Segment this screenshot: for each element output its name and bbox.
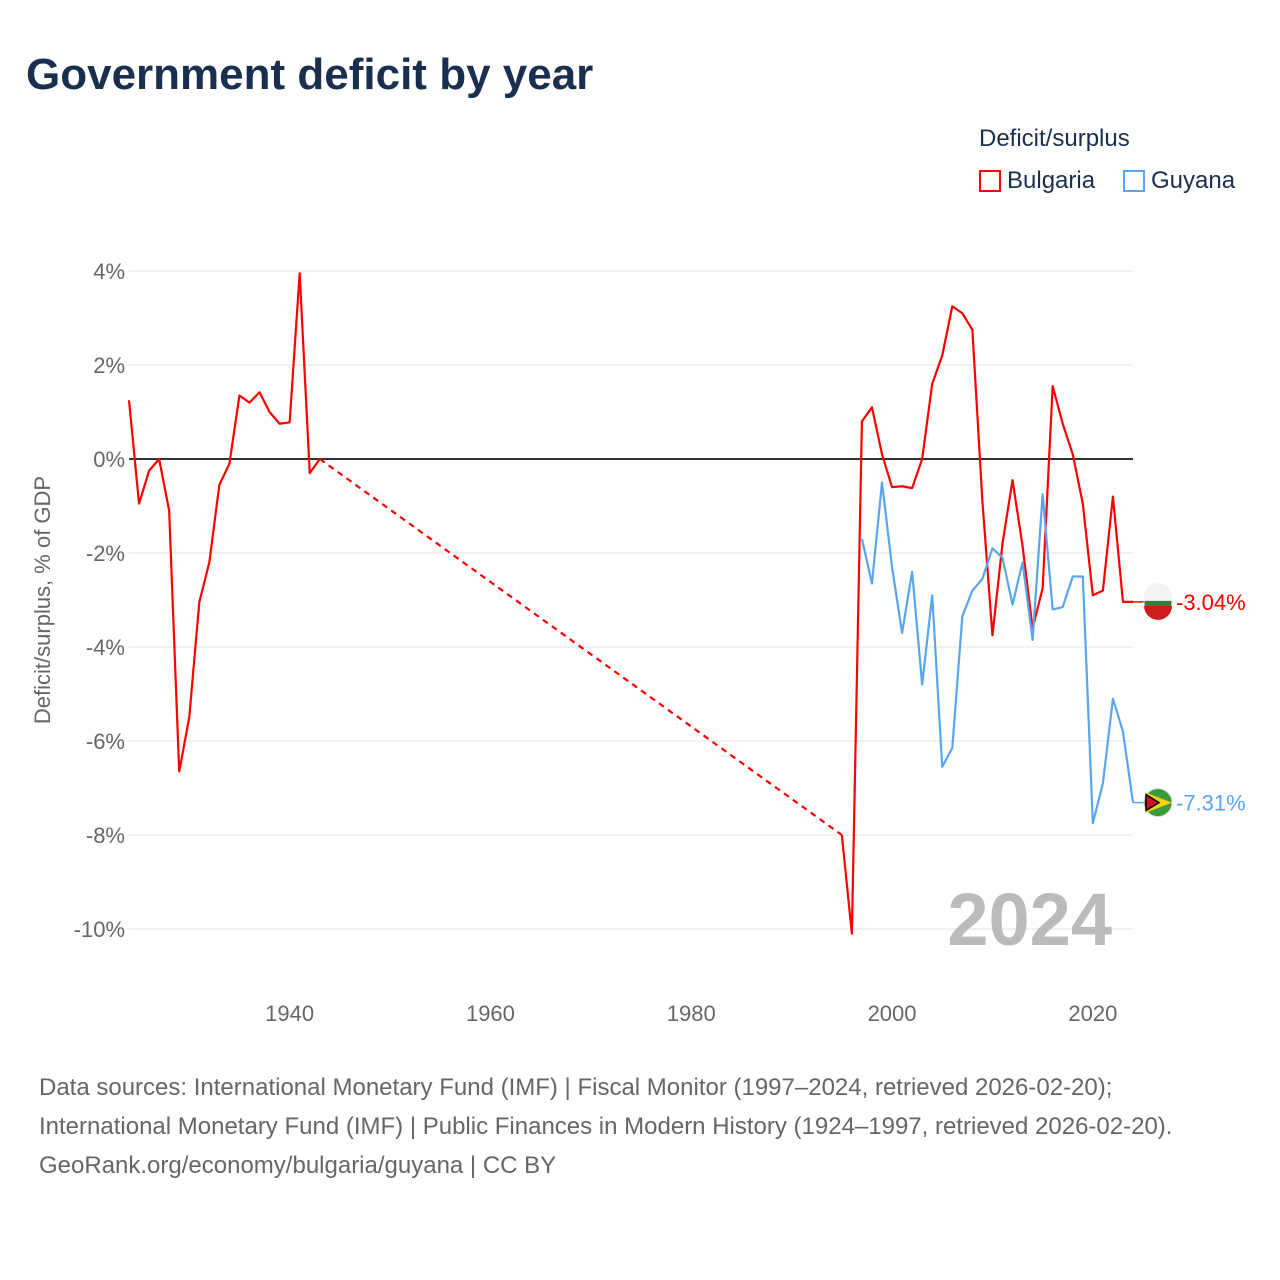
series-line-guyana [860,481,1135,825]
series-line-bulgaria [127,272,321,773]
y-tick-label: -4% [86,635,125,660]
y-tick-label: 4% [93,259,125,284]
y-tick-label: -8% [86,823,125,848]
end-value-label: -7.31% [1176,791,1246,816]
flag-stripe [1145,793,1161,812]
y-tick-label: 2% [93,353,125,378]
y-tick-label: -6% [86,729,125,754]
source-note: Data sources: International Monetary Fun… [39,1068,1239,1185]
series-line-bulgaria [319,458,843,836]
y-tick-label: -2% [86,541,125,566]
year-watermark: 2024 [947,878,1112,961]
legend-item-bulgaria[interactable]: Bulgaria [979,167,1095,195]
series-line-bulgaria [840,305,1133,935]
legend-label: Bulgaria [1007,167,1096,194]
line-chart: 4% 2% 0% -2% -4% -6% -8% -10% 1940 1960 1980 2000 20… [30,259,1246,1026]
flag-stripe [1144,582,1172,601]
legend-swatch [1123,170,1145,192]
x-tick-label: 1940 [265,1001,314,1026]
flag-stripe [1144,605,1172,620]
x-tick-label: 2020 [1068,1001,1117,1026]
x-tick-label: 2000 [868,1001,917,1026]
source-text: Data sources: International Monetary Fun… [39,1074,1173,1140]
y-tick-label: 0% [93,447,125,472]
y-tick-label: -10% [74,917,125,942]
legend-item-guyana[interactable]: Guyana [1123,167,1235,195]
x-tick-label: 1960 [466,1001,515,1026]
x-tick-label: 1980 [667,1001,716,1026]
y-axis-label: Deficit/surplus, % of GDP [30,476,55,724]
legend-label: Guyana [1151,167,1236,194]
source-link[interactable]: GeoRank.org/economy/bulgaria/guyana | CC… [39,1152,557,1179]
end-value-label: -3.04% [1176,590,1246,615]
chart-title: Government deficit by year [26,50,594,99]
legend-title: Deficit/surplus [979,125,1130,152]
legend-swatch [979,170,1001,192]
